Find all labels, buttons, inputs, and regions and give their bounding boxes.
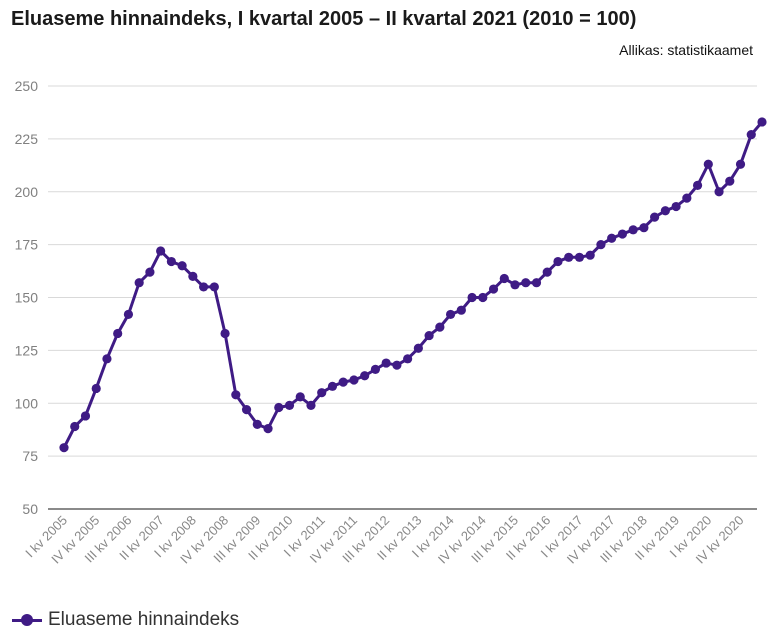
data-point[interactable]: [338, 377, 348, 387]
data-point[interactable]: [628, 225, 638, 235]
data-point[interactable]: [274, 402, 284, 413]
data-point[interactable]: [445, 309, 456, 320]
data-point[interactable]: [574, 252, 585, 262]
data-point[interactable]: [327, 381, 338, 391]
data-point[interactable]: [199, 282, 209, 292]
legend-label: Eluaseme hinnaindeks: [48, 609, 240, 630]
data-point[interactable]: [231, 390, 241, 400]
chart-title: Eluaseme hinnaindeks, I kvartal 2005 – I…: [11, 8, 637, 30]
legend-swatch-icon: [12, 613, 42, 627]
y-axis-tick-labels: 50 75 100 125 150 175 200 225 250: [15, 78, 39, 517]
data-point[interactable]: [360, 371, 370, 381]
data-point[interactable]: [607, 233, 617, 243]
legend: Eluaseme hinnaindeks: [12, 608, 239, 632]
data-point[interactable]: [596, 240, 606, 250]
data-point[interactable]: [252, 419, 262, 429]
series-line-eluaseme-hinnaindeks: [62, 120, 764, 450]
data-point[interactable]: [478, 292, 488, 303]
data-point[interactable]: [735, 159, 746, 169]
data-point[interactable]: [542, 267, 552, 277]
y-tick-label: 100: [15, 395, 39, 411]
data-point[interactable]: [564, 252, 574, 262]
data-point[interactable]: [102, 354, 112, 364]
data-point[interactable]: [499, 273, 509, 284]
data-point[interactable]: [306, 400, 316, 410]
data-point[interactable]: [80, 411, 91, 421]
data-points: [59, 117, 767, 453]
data-point[interactable]: [692, 180, 703, 191]
y-tick-label: 200: [15, 184, 39, 200]
data-point[interactable]: [467, 292, 477, 303]
data-point[interactable]: [510, 280, 520, 290]
y-tick-label: 250: [15, 78, 39, 94]
data-point[interactable]: [531, 278, 542, 288]
grid-lines: [48, 85, 757, 510]
data-point[interactable]: [134, 278, 144, 288]
data-point[interactable]: [650, 212, 660, 222]
data-point[interactable]: [284, 400, 295, 410]
source-note: Allikas: statistikaamet: [619, 42, 753, 58]
y-tick-label: 125: [15, 342, 39, 358]
data-point[interactable]: [488, 284, 499, 294]
data-point[interactable]: [725, 176, 735, 186]
data-point[interactable]: [456, 305, 466, 315]
data-point[interactable]: [617, 229, 628, 239]
data-point[interactable]: [188, 271, 198, 281]
data-point[interactable]: [746, 130, 756, 140]
data-point[interactable]: [553, 256, 563, 267]
data-point[interactable]: [757, 117, 767, 127]
y-tick-label: 150: [15, 290, 39, 306]
data-point[interactable]: [70, 421, 80, 432]
data-point[interactable]: [91, 383, 101, 394]
data-point[interactable]: [59, 443, 69, 453]
data-point[interactable]: [113, 328, 123, 339]
data-point[interactable]: [403, 354, 413, 364]
y-tick-label: 225: [15, 131, 39, 147]
data-point[interactable]: [349, 375, 359, 385]
data-point[interactable]: [166, 256, 176, 267]
data-point[interactable]: [145, 267, 155, 277]
data-point[interactable]: [585, 250, 595, 260]
y-tick-label: 50: [22, 501, 38, 517]
data-point[interactable]: [671, 201, 681, 212]
data-point[interactable]: [639, 223, 649, 233]
data-point[interactable]: [660, 206, 670, 216]
series-line: [62, 120, 764, 450]
data-point[interactable]: [156, 246, 166, 256]
data-point[interactable]: [381, 358, 391, 368]
data-point[interactable]: [209, 282, 219, 292]
data-point[interactable]: [370, 364, 381, 375]
data-point[interactable]: [714, 187, 724, 197]
data-point[interactable]: [703, 159, 713, 169]
data-point[interactable]: [392, 360, 402, 370]
data-point[interactable]: [263, 424, 273, 434]
data-point[interactable]: [682, 193, 692, 203]
data-point[interactable]: [424, 330, 434, 341]
data-point[interactable]: [435, 322, 445, 332]
y-tick-label: 175: [15, 237, 39, 253]
data-point[interactable]: [521, 278, 531, 288]
data-point[interactable]: [220, 328, 230, 339]
data-point[interactable]: [295, 392, 305, 402]
data-point[interactable]: [317, 388, 327, 398]
data-point[interactable]: [413, 343, 423, 353]
data-point[interactable]: [123, 309, 134, 320]
data-point[interactable]: [177, 261, 187, 271]
data-point[interactable]: [241, 404, 252, 415]
y-tick-label: 75: [22, 448, 38, 464]
